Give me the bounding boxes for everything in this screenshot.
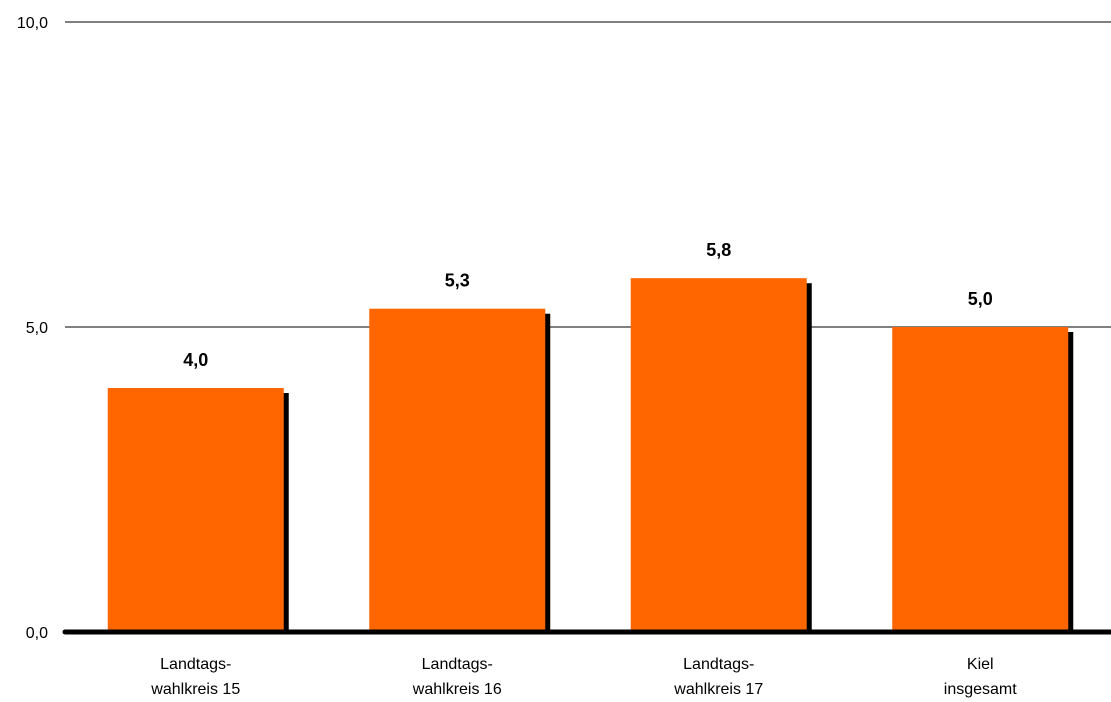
bar xyxy=(107,388,284,632)
x-tick-label: Landtags- xyxy=(160,656,231,673)
data-label: 5,3 xyxy=(445,271,470,291)
x-tick-label: wahlkreis 16 xyxy=(412,681,502,698)
data-label: 5,0 xyxy=(968,289,993,309)
data-label: 4,0 xyxy=(183,350,208,370)
labels: 0,0 5,0 10,0 4,0 Landtags-wahlkreis 15 5,3 Lan… xyxy=(17,15,1017,698)
bar xyxy=(892,327,1069,632)
gridlines xyxy=(65,21,1111,328)
x-tick-label: wahlkreis 17 xyxy=(673,681,763,698)
x-tick-label: Landtags- xyxy=(422,656,493,673)
bar xyxy=(369,308,546,632)
y-tick-label: 0,0 xyxy=(26,625,48,642)
data-label: 5,8 xyxy=(706,240,731,260)
bar xyxy=(630,278,807,632)
x-tick-label: insgesamt xyxy=(944,681,1017,698)
x-tick-label: wahlkreis 15 xyxy=(150,681,240,698)
y-tick-label: 5,0 xyxy=(26,320,48,337)
x-tick-label: Landtags- xyxy=(683,656,754,673)
bars xyxy=(107,278,1074,632)
x-tick-label: Kiel xyxy=(967,656,994,673)
y-tick-label: 10,0 xyxy=(17,15,48,32)
